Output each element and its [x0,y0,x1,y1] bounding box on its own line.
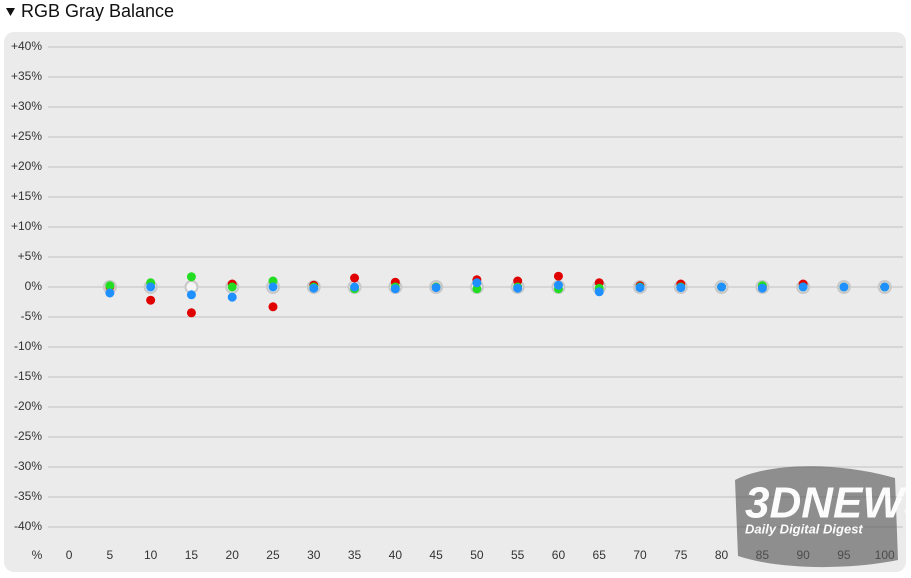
data-point [350,273,360,283]
x-tick-label: 0 [66,548,73,562]
data-point [717,282,727,292]
y-tick-label: +25% [11,129,42,143]
x-axis-label: % [32,548,43,562]
y-tick-label: -30% [14,459,42,473]
data-point [350,282,360,292]
y-tick-label: +15% [11,189,42,203]
chart-title: RGB Gray Balance [21,1,174,21]
data-point [268,282,278,292]
x-tick-label: 70 [633,548,647,562]
data-point [594,287,604,297]
data-point [186,308,196,318]
y-tick-label: -35% [14,489,42,503]
data-point [146,282,156,292]
data-point [309,283,319,293]
data-point [227,282,237,292]
y-tick-label: +40% [11,39,42,53]
x-tick-label: 50 [470,548,484,562]
watermark-tagline: Daily Digital Digest [745,521,863,536]
y-tick-label: -40% [14,519,42,533]
data-point [553,271,563,281]
y-tick-label: -15% [14,369,42,383]
watermark-brush [735,466,898,568]
y-tick-label: +10% [11,219,42,233]
y-tick-label: +20% [11,159,42,173]
data-point [798,282,808,292]
y-tick-label: -5% [21,309,43,323]
x-tick-label: 15 [185,548,199,562]
data-point [676,283,686,293]
x-tick-label: 40 [389,548,403,562]
x-tick-label: 25 [266,548,280,562]
collapse-icon[interactable] [6,8,15,16]
y-tick-label: 0% [25,279,43,293]
y-tick-label: -20% [14,399,42,413]
y-tick-label: +35% [11,69,42,83]
data-point [757,283,767,293]
x-tick-label: 45 [429,548,443,562]
data-point [472,278,482,288]
x-tick-label: 55 [511,548,525,562]
data-point [431,283,441,293]
watermark-logo: 3DNEWS [745,479,911,528]
data-point [839,282,849,292]
y-tick-label: +30% [11,99,42,113]
watermark: 3DNEWS Daily Digital Digest [735,466,911,568]
data-point [880,282,890,292]
x-tick-label: 30 [307,548,321,562]
data-point [553,280,563,290]
data-point [186,272,196,282]
y-tick-label: +5% [18,249,43,263]
data-point [268,302,278,312]
x-tick-label: 10 [144,548,158,562]
data-point [105,288,115,298]
x-tick-label: 80 [715,548,729,562]
x-tick-label: 20 [226,548,240,562]
x-tick-label: 75 [674,548,688,562]
x-tick-label: 60 [552,548,566,562]
data-point [390,284,400,294]
y-tick-label: -25% [14,429,42,443]
data-point [186,290,196,300]
x-tick-label: 65 [593,548,607,562]
data-point [105,281,115,291]
data-point [227,292,237,302]
data-point [513,283,523,293]
y-tick-label: -10% [14,339,42,353]
data-point [635,283,645,293]
x-tick-label: 5 [107,548,114,562]
x-tick-label: 35 [348,548,362,562]
data-point [146,295,156,305]
